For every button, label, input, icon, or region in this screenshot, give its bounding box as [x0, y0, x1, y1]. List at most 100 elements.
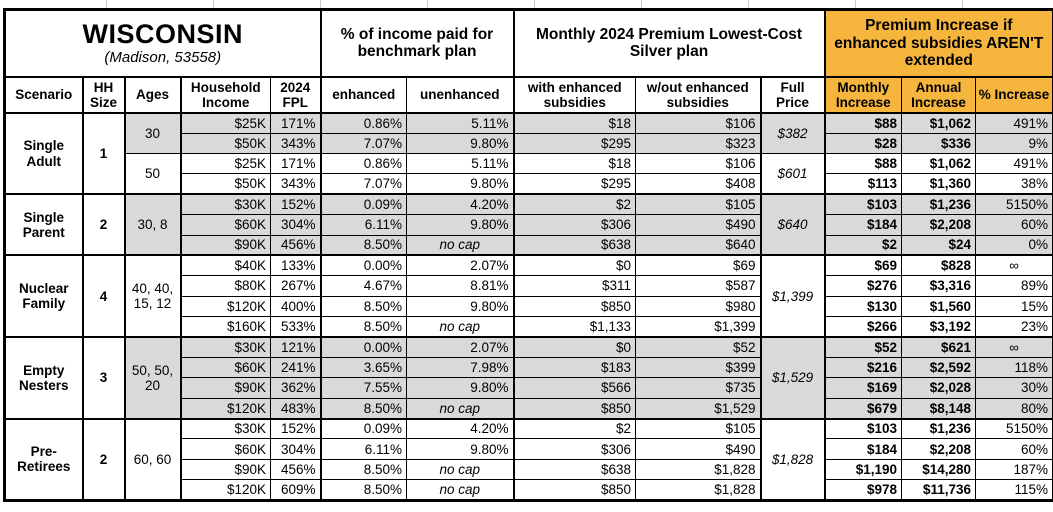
cell-unenhanced-pct: 9.80% — [405, 214, 515, 236]
cell-income: $60K — [179, 438, 271, 460]
cell-premium-without-subsidies: $52 — [635, 335, 762, 358]
table-row: Single Parent 2 30, 8 $30K 152% 0.09% 4.20% $2 $… — [4, 193, 1053, 256]
cell-premium-with-subsidies: $850 — [512, 295, 637, 318]
cell-ages: 30 — [123, 112, 181, 154]
cell-income: $50K — [179, 132, 271, 155]
cell-enhanced-pct: 0.00% — [319, 254, 407, 277]
cell-premium-with-subsidies: $2 — [512, 193, 637, 216]
cell-premium-with-subsidies: $638 — [512, 458, 637, 481]
cell-monthly-increase: $103 — [823, 417, 903, 440]
cell-monthly-increase: $69 — [823, 254, 903, 277]
cell-enhanced-pct: 7.07% — [319, 132, 407, 155]
premium-comparison-table: WISCONSIN (Madison, 53558) % of income p… — [3, 8, 1053, 502]
cell-premium-with-subsidies: $306 — [512, 438, 637, 460]
cell-premium-with-subsidies: $18 — [512, 152, 637, 175]
cell-unenhanced-pct: 9.80% — [405, 132, 515, 155]
cell-pct-increase: ∞ — [975, 254, 1053, 277]
cell-pct-increase: 187% — [975, 458, 1053, 481]
cell-monthly-increase: $266 — [823, 316, 903, 338]
col-header-full-price: Full Price — [759, 75, 826, 114]
cell-premium-with-subsidies: $566 — [512, 377, 637, 399]
cell-annual-increase: $1,560 — [901, 295, 977, 318]
table-row: $50K 343% 7.07% 9.80% $295 $323 $28 $336 9% — [5, 132, 1053, 155]
table-row: $60K 304% 6.11% 9.80% $306 $490 $184 $2,208 60% — [5, 438, 1053, 460]
table-row: Pre-Retirees 2 60, 60 $30K 152% 0.09% 4.20% $2 $… — [4, 417, 1053, 501]
cell-income: $30K — [179, 193, 271, 216]
cell-income: $160K — [179, 316, 271, 338]
cell-unenhanced-pct: 2.07% — [405, 335, 515, 358]
table-row: Empty Nesters 3 50, 50, 20 $30K 121% 0.00% 2.0… — [4, 335, 1053, 420]
cell-premium-without-subsidies: $490 — [635, 438, 762, 460]
cell-enhanced-pct: 0.86% — [319, 152, 407, 175]
cell-full-price: $1,399 — [759, 254, 826, 338]
table-row: Single Adult 1 30 $25K 171% 0.86% 5.11% $18 $106… — [4, 112, 1053, 195]
cell-monthly-increase: $1,190 — [823, 458, 903, 481]
cell-full-price: $640 — [759, 193, 826, 256]
state-title: WISCONSIN — [82, 19, 243, 50]
cell-annual-increase: $336 — [901, 132, 977, 155]
cell-full-price: $382 — [759, 112, 826, 154]
cell-enhanced-pct: 7.55% — [319, 377, 407, 399]
cell-premium-with-subsidies: $2 — [512, 417, 637, 440]
table-row: $50K 343% 7.07% 9.80% $295 $408 $113 $1,360 38% — [5, 173, 1053, 195]
table-row: $120K 400% 8.50% 9.80% $850 $980 $130 $1,560 15% — [5, 295, 1053, 318]
cell-annual-increase: $1,360 — [901, 173, 977, 195]
cell-premium-with-subsidies: $295 — [512, 132, 637, 155]
cell-monthly-increase: $679 — [823, 397, 903, 420]
cell-pct-increase: 491% — [975, 112, 1053, 134]
cell-premium-without-subsidies: $1,828 — [635, 479, 762, 501]
cell-enhanced-pct: 8.50% — [319, 397, 407, 420]
table-row: $60K 304% 6.11% 9.80% $306 $490 $184 $2,208 60% — [5, 214, 1053, 236]
cell-annual-increase: $1,062 — [901, 112, 977, 134]
cell-ages: 60, 60 — [123, 417, 181, 501]
cell-premium-without-subsidies: $1,399 — [635, 316, 762, 338]
cell-pct-increase: 9% — [975, 132, 1053, 155]
cell-enhanced-pct: 0.86% — [319, 112, 407, 134]
cell-premium-without-subsidies: $640 — [635, 234, 762, 256]
cell-unenhanced-pct: no cap — [405, 458, 515, 481]
cell-scenario: Single Parent — [4, 193, 83, 256]
cell-monthly-increase: $276 — [823, 275, 903, 297]
cell-monthly-increase: $88 — [823, 112, 903, 134]
cell-annual-increase: $3,192 — [901, 316, 977, 338]
cell-fpl: 343% — [270, 132, 321, 155]
cell-premium-with-subsidies: $0 — [512, 254, 637, 277]
cell-premium-without-subsidies: $735 — [635, 377, 762, 399]
cell-income: $90K — [179, 458, 271, 481]
cell-income: $80K — [179, 275, 271, 297]
cell-premium-without-subsidies: $106 — [635, 112, 762, 134]
cell-premium-with-subsidies: $1,133 — [512, 316, 637, 338]
table-title-cell: WISCONSIN (Madison, 53558) — [4, 9, 321, 78]
cell-annual-increase: $828 — [901, 254, 977, 277]
cell-scenario: Nuclear Family — [4, 254, 83, 338]
cell-pct-increase: 23% — [975, 316, 1053, 338]
cell-premium-with-subsidies: $18 — [512, 112, 637, 134]
cell-monthly-increase: $978 — [823, 479, 903, 501]
cell-fpl: 152% — [270, 193, 321, 216]
group-header-premium: Monthly 2024 Premium Lowest-Cost Silver … — [512, 9, 826, 78]
cell-premium-without-subsidies: $105 — [635, 417, 762, 440]
cell-monthly-increase: $184 — [823, 438, 903, 460]
cell-unenhanced-pct: no cap — [405, 397, 515, 420]
group-header-increase: Premium Increase if enhanced subsidies A… — [823, 9, 1053, 78]
cell-income: $25K — [179, 112, 271, 134]
cell-scenario: Single Adult — [4, 112, 83, 195]
cell-enhanced-pct: 4.67% — [319, 275, 407, 297]
cell-premium-without-subsidies: $980 — [635, 295, 762, 318]
cell-income: $90K — [179, 377, 271, 399]
cell-monthly-increase: $52 — [823, 335, 903, 358]
spreadsheet-gridlines — [0, 0, 1053, 8]
cell-premium-with-subsidies: $0 — [512, 335, 637, 358]
cell-premium-without-subsidies: $490 — [635, 214, 762, 236]
table-row: $90K 456% 8.50% no cap $638 $1,828 $1,190 $14,2… — [5, 458, 1053, 481]
cell-enhanced-pct: 6.11% — [319, 438, 407, 460]
table-row: $160K 533% 8.50% no cap $1,133 $1,399 $266 $3,1… — [5, 316, 1053, 338]
cell-income: $120K — [179, 295, 271, 318]
col-header-unenhanced: unenhanced — [405, 75, 515, 114]
cell-pct-increase: 60% — [975, 438, 1053, 460]
table-header: WISCONSIN (Madison, 53558) % of income p… — [4, 9, 1053, 114]
cell-fpl: 400% — [270, 295, 321, 318]
table-row: $120K 483% 8.50% no cap $850 $1,529 $679 $8,148… — [5, 397, 1053, 420]
cell-fpl: 171% — [270, 112, 321, 134]
col-header-fpl: 2024 FPL — [270, 75, 321, 114]
